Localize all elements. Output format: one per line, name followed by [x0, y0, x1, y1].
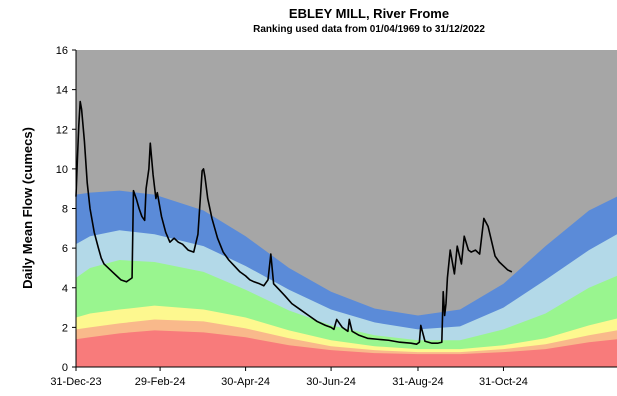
y-tick-label: 16 [56, 45, 68, 57]
x-tick-label: 30-Jun-24 [306, 376, 356, 388]
y-tick-label: 12 [56, 124, 68, 136]
y-tick-label: 2 [62, 322, 68, 334]
plot-area [75, 50, 617, 367]
axes: 0 2 4 6 8 10 12 14 16 31-Dec-23 29-Feb-24 30-Apr-24… [50, 45, 617, 388]
y-tick-label: 0 [62, 362, 68, 374]
y-tick-label: 6 [62, 243, 68, 255]
y-tick-label: 10 [56, 164, 68, 176]
y-tick-label: 4 [62, 283, 68, 295]
y-tick-label: 8 [62, 204, 68, 216]
x-tick-label: 31-Dec-23 [50, 376, 101, 388]
x-tick-label: 29-Feb-24 [135, 376, 186, 388]
x-tick-label: 31-Oct-24 [479, 376, 528, 388]
flow-series-line [75, 100, 513, 346]
y-tick-label: 14 [56, 85, 68, 97]
x-tick-label: 31-Aug-24 [392, 376, 443, 388]
chart-subtitle: Ranking used data from 01/04/1969 to 31/… [253, 24, 485, 35]
x-tick-label: 30-Apr-24 [221, 376, 270, 388]
y-axis-label: Daily Mean Flow (cumecs) [20, 127, 35, 289]
ranking-band-1 [76, 330, 617, 367]
chart-title: EBLEY MILL, River Frome [289, 6, 449, 21]
